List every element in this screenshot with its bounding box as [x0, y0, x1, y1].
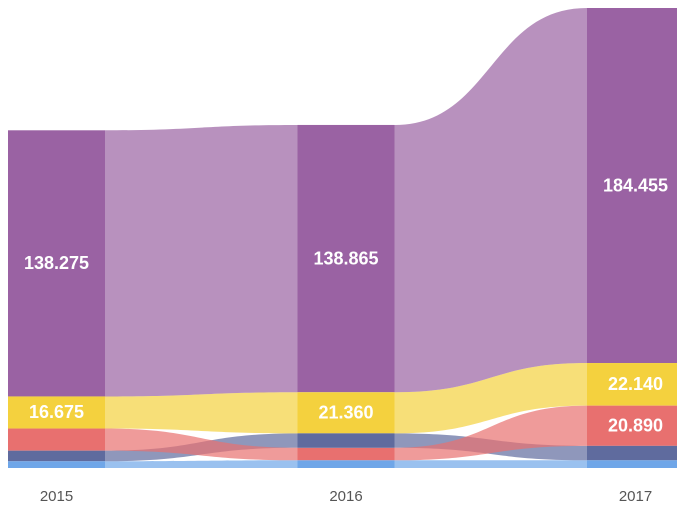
ribbon-segment	[297, 392, 395, 434]
ribbon-segment	[8, 428, 105, 451]
data-label: 20.890	[608, 416, 663, 436]
ribbon-segment	[297, 433, 395, 448]
ribbon	[105, 392, 298, 434]
ribbon-segment	[297, 124, 395, 393]
ribbon	[394, 460, 587, 468]
ribbon	[394, 405, 587, 461]
ribbon	[105, 428, 298, 461]
data-label: 138.865	[313, 248, 378, 268]
ribbon-segment	[587, 405, 677, 446]
ribbon-segment	[587, 445, 677, 461]
data-label: 22.140	[608, 374, 663, 394]
x-tick-label: 2015	[40, 488, 73, 505]
ribbon-segment	[587, 460, 677, 468]
data-label: 138.275	[24, 253, 89, 273]
ribbon-segment	[8, 461, 105, 468]
ribbon-segment	[8, 450, 105, 462]
ribbon	[105, 124, 298, 397]
data-label: 184.455	[603, 175, 668, 195]
x-tick-label: 2017	[619, 488, 652, 505]
ribbon	[105, 460, 298, 468]
ribbon	[394, 363, 587, 434]
data-label: 16.675	[29, 402, 84, 422]
ribbon-segment	[587, 363, 677, 406]
x-tick-label: 2016	[329, 488, 362, 505]
ribbon-segment	[297, 447, 395, 461]
ribbon-segment	[8, 396, 105, 429]
ribbon	[394, 8, 587, 393]
ribbon-segment	[587, 8, 677, 364]
ribbon-segment	[8, 130, 105, 397]
ribbon-segment	[297, 460, 395, 468]
data-label: 21.360	[318, 403, 373, 423]
